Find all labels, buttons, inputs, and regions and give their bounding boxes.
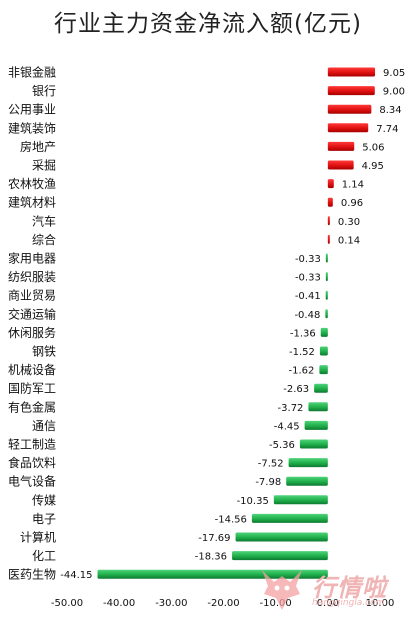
bar: [327, 197, 333, 207]
category-label: 机械设备: [8, 362, 56, 377]
x-tick-label: -40.00: [103, 598, 135, 609]
bar: [308, 402, 328, 412]
category-label: 交通运输: [8, 306, 56, 321]
bar: [327, 67, 376, 77]
bar: [314, 383, 328, 393]
value-label: 0.30: [338, 217, 360, 228]
value-label: 0.14: [338, 235, 360, 246]
category-label: 综合: [32, 232, 56, 247]
category-label: 农林牧渔: [8, 177, 56, 191]
bar: [325, 253, 328, 263]
value-label: -7.98: [255, 477, 281, 488]
category-label: 电气设备: [8, 474, 56, 489]
value-label: -1.62: [289, 366, 315, 377]
value-label: -7.52: [258, 459, 284, 470]
category-label: 通信: [32, 419, 56, 433]
x-tick-label: -20.00: [207, 598, 239, 609]
category-label: 汽车: [32, 213, 56, 228]
value-label: -2.63: [283, 384, 309, 395]
value-label: -17.69: [198, 533, 230, 544]
bar: [327, 216, 330, 226]
category-label: 银行: [32, 84, 56, 98]
value-label: -3.72: [278, 403, 304, 414]
bar: [327, 160, 354, 170]
value-label: -5.36: [269, 440, 295, 451]
value-label: 4.95: [362, 161, 384, 172]
value-label: -0.33: [295, 273, 321, 284]
bar: [319, 346, 328, 356]
x-tick-label: -50.00: [51, 598, 83, 609]
chart-title: 行业主力资金净流入额(亿元): [54, 11, 362, 37]
category-label: 计算机: [20, 530, 56, 545]
category-label: 医药生物: [8, 568, 56, 582]
category-label: 商业贸易: [8, 288, 56, 303]
category-label: 建筑装饰: [8, 120, 56, 135]
bar: [235, 532, 328, 542]
value-label: -10.35: [237, 496, 269, 507]
x-tick-label: 10.00: [366, 598, 395, 609]
value-label: -4.45: [274, 421, 300, 432]
bar: [327, 141, 355, 151]
value-label: -18.36: [195, 552, 227, 563]
category-label: 传媒: [32, 492, 56, 507]
bar: [327, 86, 375, 96]
bar: [327, 179, 334, 189]
value-label: -0.33: [295, 254, 321, 265]
bar: [327, 123, 369, 133]
value-label: -0.48: [294, 310, 320, 321]
category-label: 房地产: [20, 139, 56, 154]
bar: [327, 234, 330, 244]
category-label: 轻工制造: [8, 438, 56, 452]
bar: [288, 458, 328, 468]
value-label: -1.52: [289, 347, 315, 358]
value-label: 9.05: [383, 68, 405, 79]
category-label: 有色金属: [8, 399, 56, 414]
category-label: 休闲服务: [8, 325, 56, 340]
category-label: 采掘: [32, 158, 56, 173]
category-label: 非银金融: [8, 65, 56, 80]
watermark-brand: 行情啦: [312, 574, 387, 602]
x-tick-label: 0.00: [317, 598, 339, 609]
bar: [97, 569, 328, 579]
bar: [325, 290, 328, 300]
x-tick-label: -30.00: [155, 598, 187, 609]
bar: [320, 327, 328, 337]
bar: [273, 495, 328, 505]
bar: [232, 551, 328, 561]
value-label: -1.36: [290, 328, 316, 339]
category-label: 化工: [32, 549, 56, 563]
bar: [304, 420, 328, 430]
value-label: 8.34: [379, 105, 401, 116]
category-label: 电子: [32, 512, 56, 526]
value-label: 0.96: [341, 198, 363, 209]
watermark-url: hangqingla.com: [312, 598, 385, 608]
bar: [286, 476, 328, 486]
bar: [251, 513, 328, 523]
category-label: 食品饮料: [8, 455, 56, 470]
category-label: 钢铁: [32, 345, 56, 359]
category-label: 家用电器: [8, 251, 56, 266]
value-label: 5.06: [362, 142, 384, 153]
bar: [325, 309, 328, 319]
value-label: 9.00: [383, 87, 405, 98]
value-label: 1.14: [342, 180, 364, 191]
bar: [327, 104, 372, 114]
bar: [325, 272, 328, 282]
value-label: -14.56: [215, 514, 247, 525]
value-label: -0.41: [295, 291, 321, 302]
bar: [319, 365, 328, 375]
category-label: 纺织服装: [8, 270, 56, 284]
value-label: -44.15: [60, 570, 92, 581]
value-label: 7.74: [376, 124, 398, 135]
category-label: 国防军工: [8, 381, 56, 396]
bar: [299, 439, 328, 449]
x-tick-label: -10.00: [260, 598, 292, 609]
bull-logo-icon: [254, 560, 310, 620]
category-label: 建筑材料: [8, 195, 56, 210]
category-label: 公用事业: [8, 103, 56, 117]
